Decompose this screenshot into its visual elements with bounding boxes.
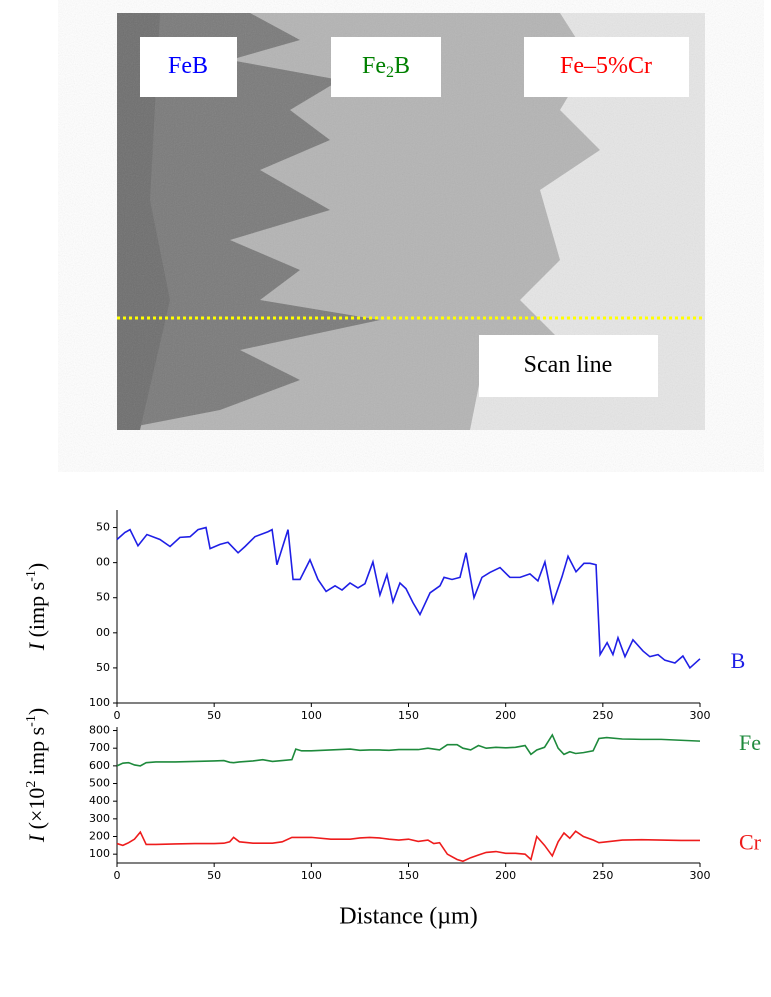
y-tick-label: 600 bbox=[89, 759, 110, 772]
x-tick-label: 100 bbox=[301, 869, 322, 882]
label-part: ) bbox=[24, 708, 49, 715]
x-tick-label: 0 bbox=[114, 709, 121, 722]
superscript: -1 bbox=[24, 715, 39, 727]
superscript: 2 bbox=[24, 781, 39, 788]
label-part: Scan line bbox=[524, 352, 613, 378]
series-label: B bbox=[731, 648, 746, 673]
superscript: -1 bbox=[24, 570, 39, 582]
x-tick-label: 250 bbox=[592, 869, 613, 882]
label-part: Fe–5%Cr bbox=[560, 53, 652, 79]
x-axis-label: Distance (µm) bbox=[339, 904, 477, 930]
x-tick-label: 50 bbox=[207, 869, 221, 882]
label-part: imp s bbox=[24, 727, 49, 781]
y-axis-label: I (imp s-1) bbox=[24, 563, 49, 651]
phase-label: Fe2B bbox=[362, 53, 410, 81]
y-tick-label: 500 bbox=[89, 777, 110, 790]
series-label: Fe bbox=[739, 730, 761, 755]
series-label: Cr bbox=[739, 829, 762, 854]
x-tick-label: 200 bbox=[495, 709, 516, 722]
x-tick-label: 150 bbox=[398, 869, 419, 882]
y-tick-label: 700 bbox=[89, 741, 110, 754]
micrograph bbox=[117, 13, 705, 430]
data-line bbox=[116, 830, 700, 863]
data-line bbox=[116, 526, 701, 670]
chart: 50 00 50 00 50 100 0 50 100 150 200 250 300 I (imp s-… bbox=[24, 510, 745, 722]
y-tick-label: 400 bbox=[89, 794, 110, 807]
x-tick-label: 100 bbox=[301, 709, 322, 722]
x-tick-label: 50 bbox=[207, 709, 221, 722]
phase-label: Scan line bbox=[524, 352, 613, 378]
phase-label: Fe–5%Cr bbox=[560, 53, 652, 79]
label-part: ) bbox=[24, 563, 49, 570]
x-tick-label: 150 bbox=[398, 709, 419, 722]
y-tick-label: 100 bbox=[89, 696, 110, 709]
y-tick-label: 50 bbox=[96, 521, 110, 534]
y-tick-label: 00 bbox=[96, 556, 110, 569]
label-part: (imp s bbox=[24, 582, 49, 643]
y-axis-label: I (×102 imp s-1) bbox=[24, 708, 49, 843]
y-tick-label: 50 bbox=[96, 591, 110, 604]
y-tick-label: 800 bbox=[89, 724, 110, 737]
x-tick-label: 300 bbox=[690, 869, 711, 882]
subscript: 2 bbox=[386, 64, 394, 81]
y-tick-label: 100 bbox=[89, 847, 110, 860]
x-tick-label: 200 bbox=[495, 869, 516, 882]
y-tick-label: 200 bbox=[89, 830, 110, 843]
label-part: FeB bbox=[168, 53, 208, 79]
x-tick-label: 300 bbox=[690, 709, 711, 722]
label-part: (×10 bbox=[24, 788, 49, 835]
data-line bbox=[116, 733, 701, 767]
phase-label: FeB bbox=[168, 53, 208, 79]
y-tick-label: 300 bbox=[89, 812, 110, 825]
label-part: I bbox=[24, 641, 49, 651]
y-tick-label: 00 bbox=[96, 626, 110, 639]
y-tick-label: 50 bbox=[96, 661, 110, 674]
x-tick-label: 0 bbox=[114, 869, 121, 882]
x-tick-label: 250 bbox=[592, 709, 613, 722]
label-part: B bbox=[394, 53, 410, 79]
label-part: I bbox=[24, 833, 49, 843]
label-part: Fe bbox=[362, 53, 386, 79]
